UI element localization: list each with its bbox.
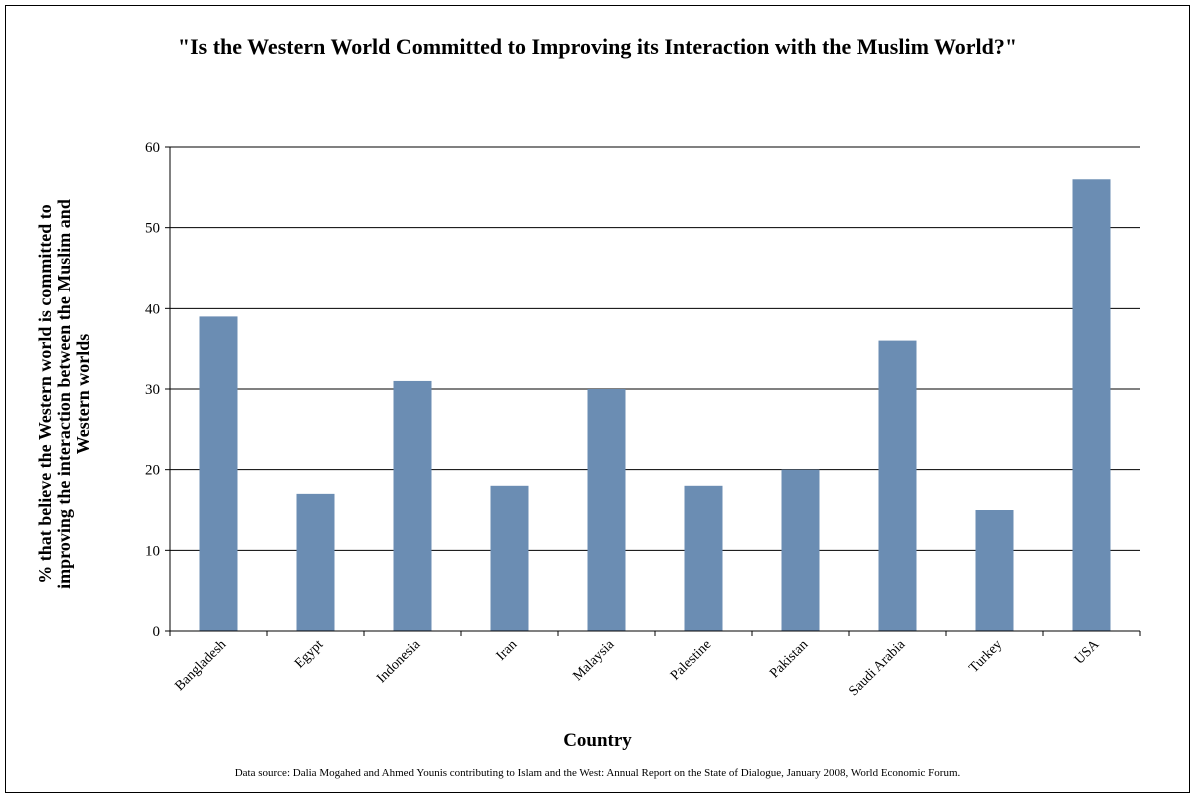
x-axis-label: Country — [563, 730, 632, 751]
y-tick-label: 10 — [145, 543, 160, 559]
y-axis-label-line: Western worlds — [73, 334, 93, 455]
y-tick-label: 50 — [145, 221, 160, 237]
bar-egypt — [296, 493, 335, 631]
bar-pakistan — [781, 469, 820, 631]
y-tick-label: 30 — [145, 382, 160, 398]
bar-saudi-arabia — [878, 340, 917, 631]
y-tick-label: 40 — [145, 301, 160, 317]
y-tick-label: 20 — [145, 463, 160, 479]
bar-malaysia — [587, 389, 626, 631]
y-tick-label: 0 — [153, 624, 161, 640]
bar-usa — [1072, 179, 1111, 631]
x-tick-label: Saudi Arabia — [846, 637, 909, 700]
bar-iran — [490, 485, 529, 631]
x-tick-label: Malaysia — [570, 637, 617, 684]
x-tick-label: USA — [1072, 637, 1103, 668]
x-tick-label: Palestine — [668, 637, 714, 683]
x-tick-label: Indonesia — [374, 637, 424, 687]
bar-indonesia — [393, 380, 432, 631]
chart-frame — [5, 5, 1190, 793]
bar-turkey — [975, 510, 1014, 631]
y-axis-label-line: improving the interaction between the Mu… — [54, 199, 74, 589]
x-tick-label: Egypt — [292, 637, 326, 671]
x-tick-label: Pakistan — [767, 637, 811, 681]
bar-bangladesh — [199, 316, 238, 631]
y-tick-label: 60 — [145, 140, 160, 156]
x-tick-label: Turkey — [966, 637, 1005, 676]
x-tick-label: Bangladesh — [173, 637, 230, 694]
bar-palestine — [684, 485, 723, 631]
x-tick-label: Iran — [494, 637, 521, 664]
y-axis-label-line: % that believe the Western world is comm… — [35, 204, 55, 584]
chart-title: "Is the Western World Committed to Impro… — [177, 34, 1018, 59]
source-note: Data source: Dalia Mogahed and Ahmed You… — [234, 767, 961, 779]
